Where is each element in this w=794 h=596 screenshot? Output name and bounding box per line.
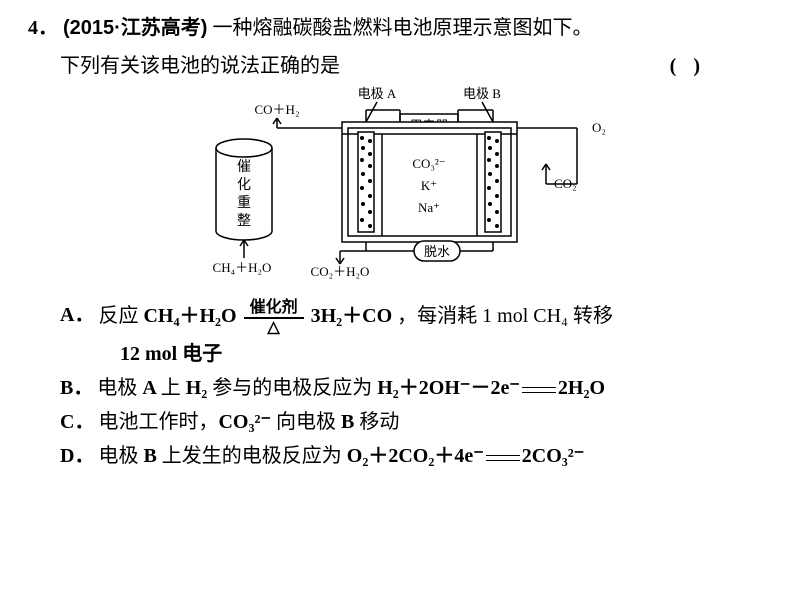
option-a-text: 反应 CH₄＋H₂O 催化剂 △ 3H₂＋CO ，每消耗 1 mol CH₄ 转… <box>98 299 766 336</box>
label-co-h2: CO＋H₂ <box>255 102 300 117</box>
question-number: 4． <box>28 17 58 39</box>
opt-a-post: ，每消耗 1 mol CH₄ 转移 <box>397 305 613 327</box>
label-deshui: 脱水 <box>424 244 450 259</box>
opt-a-pre: 反应 <box>98 305 143 327</box>
opt-a-formula-left: CH₄＋H₂O <box>143 305 236 327</box>
ion-k: K⁺ <box>421 178 437 193</box>
option-c-letter: C． <box>60 406 94 438</box>
fuel-cell-diagram: 电极 A 电极 B CO＋H₂ 用电器 O₂ <box>28 86 766 291</box>
stem-part1: 一种熔融碳酸盐燃料电池原理示意图如下。 <box>212 17 592 39</box>
diagram-svg: 电极 A 电极 B CO＋H₂ 用电器 O₂ <box>182 86 612 281</box>
option-b-letter: B． <box>60 372 93 404</box>
catalyst-4: 整 <box>237 213 251 229</box>
label-o2: O₂ <box>592 120 606 135</box>
option-c: C． 电池工作时，CO₃²⁻ 向电极 B 移动 <box>60 406 766 438</box>
reaction-condition: 催化剂 △ <box>244 299 304 336</box>
question-source: (2015·江苏高考) <box>63 17 207 39</box>
stem-part2: 下列有关该电池的说法正确的是 <box>60 50 340 82</box>
cond-bot: △ <box>261 319 285 337</box>
option-d-text: 电极 B 上发生的电极反应为 O₂＋2CO₂＋4e⁻2CO₃²⁻ <box>98 440 766 472</box>
option-b-text: 电极 A 上 H₂ 参与的电极反应为 H₂＋2OH⁻－2e⁻2H₂O <box>97 372 766 404</box>
ion-na: Na⁺ <box>418 200 440 215</box>
option-a-letter: A． <box>60 299 94 331</box>
options-block: A． 反应 CH₄＋H₂O 催化剂 △ 3H₂＋CO ，每消耗 1 mol CH… <box>28 299 766 472</box>
option-d: D． 电极 B 上发生的电极反应为 O₂＋2CO₂＋4e⁻2CO₃²⁻ <box>60 440 766 472</box>
opt-a-line2-text: 12 mol 电子 <box>120 343 222 365</box>
opt-a-formula-right: 3H₂＋CO <box>311 305 393 327</box>
option-a: A． 反应 CH₄＋H₂O 催化剂 △ 3H₂＋CO ，每消耗 1 mol CH… <box>60 299 766 336</box>
option-b: B． 电极 A 上 H₂ 参与的电极反应为 H₂＋2OH⁻－2e⁻2H₂O <box>60 372 766 404</box>
option-a-line2: 12 mol 电子 <box>60 338 766 370</box>
question-line-2: 下列有关该电池的说法正确的是 ( ) <box>28 50 766 82</box>
label-electrode-a: 电极 A <box>358 86 397 101</box>
question-line-1: 4． (2015·江苏高考) 一种熔融碳酸盐燃料电池原理示意图如下。 <box>28 12 766 44</box>
option-c-text: 电池工作时，CO₃²⁻ 向电极 B 移动 <box>98 406 766 438</box>
catalyst-1: 催 <box>237 159 251 175</box>
catalyst-2: 化 <box>237 177 251 193</box>
label-co2: CO₂ <box>554 176 577 191</box>
option-d-letter: D． <box>60 440 94 472</box>
ion-co3: CO₃²⁻ <box>412 156 445 171</box>
label-electrode-b: 电极 B <box>463 86 501 101</box>
cond-top: 催化剂 <box>244 299 304 318</box>
label-ch4-h2o: CH₄＋H₂O <box>213 260 272 275</box>
label-co2-h2o: CO₂＋H₂O <box>311 264 370 279</box>
catalyst-3: 重 <box>237 195 251 211</box>
answer-paren: ( ) <box>670 50 766 82</box>
